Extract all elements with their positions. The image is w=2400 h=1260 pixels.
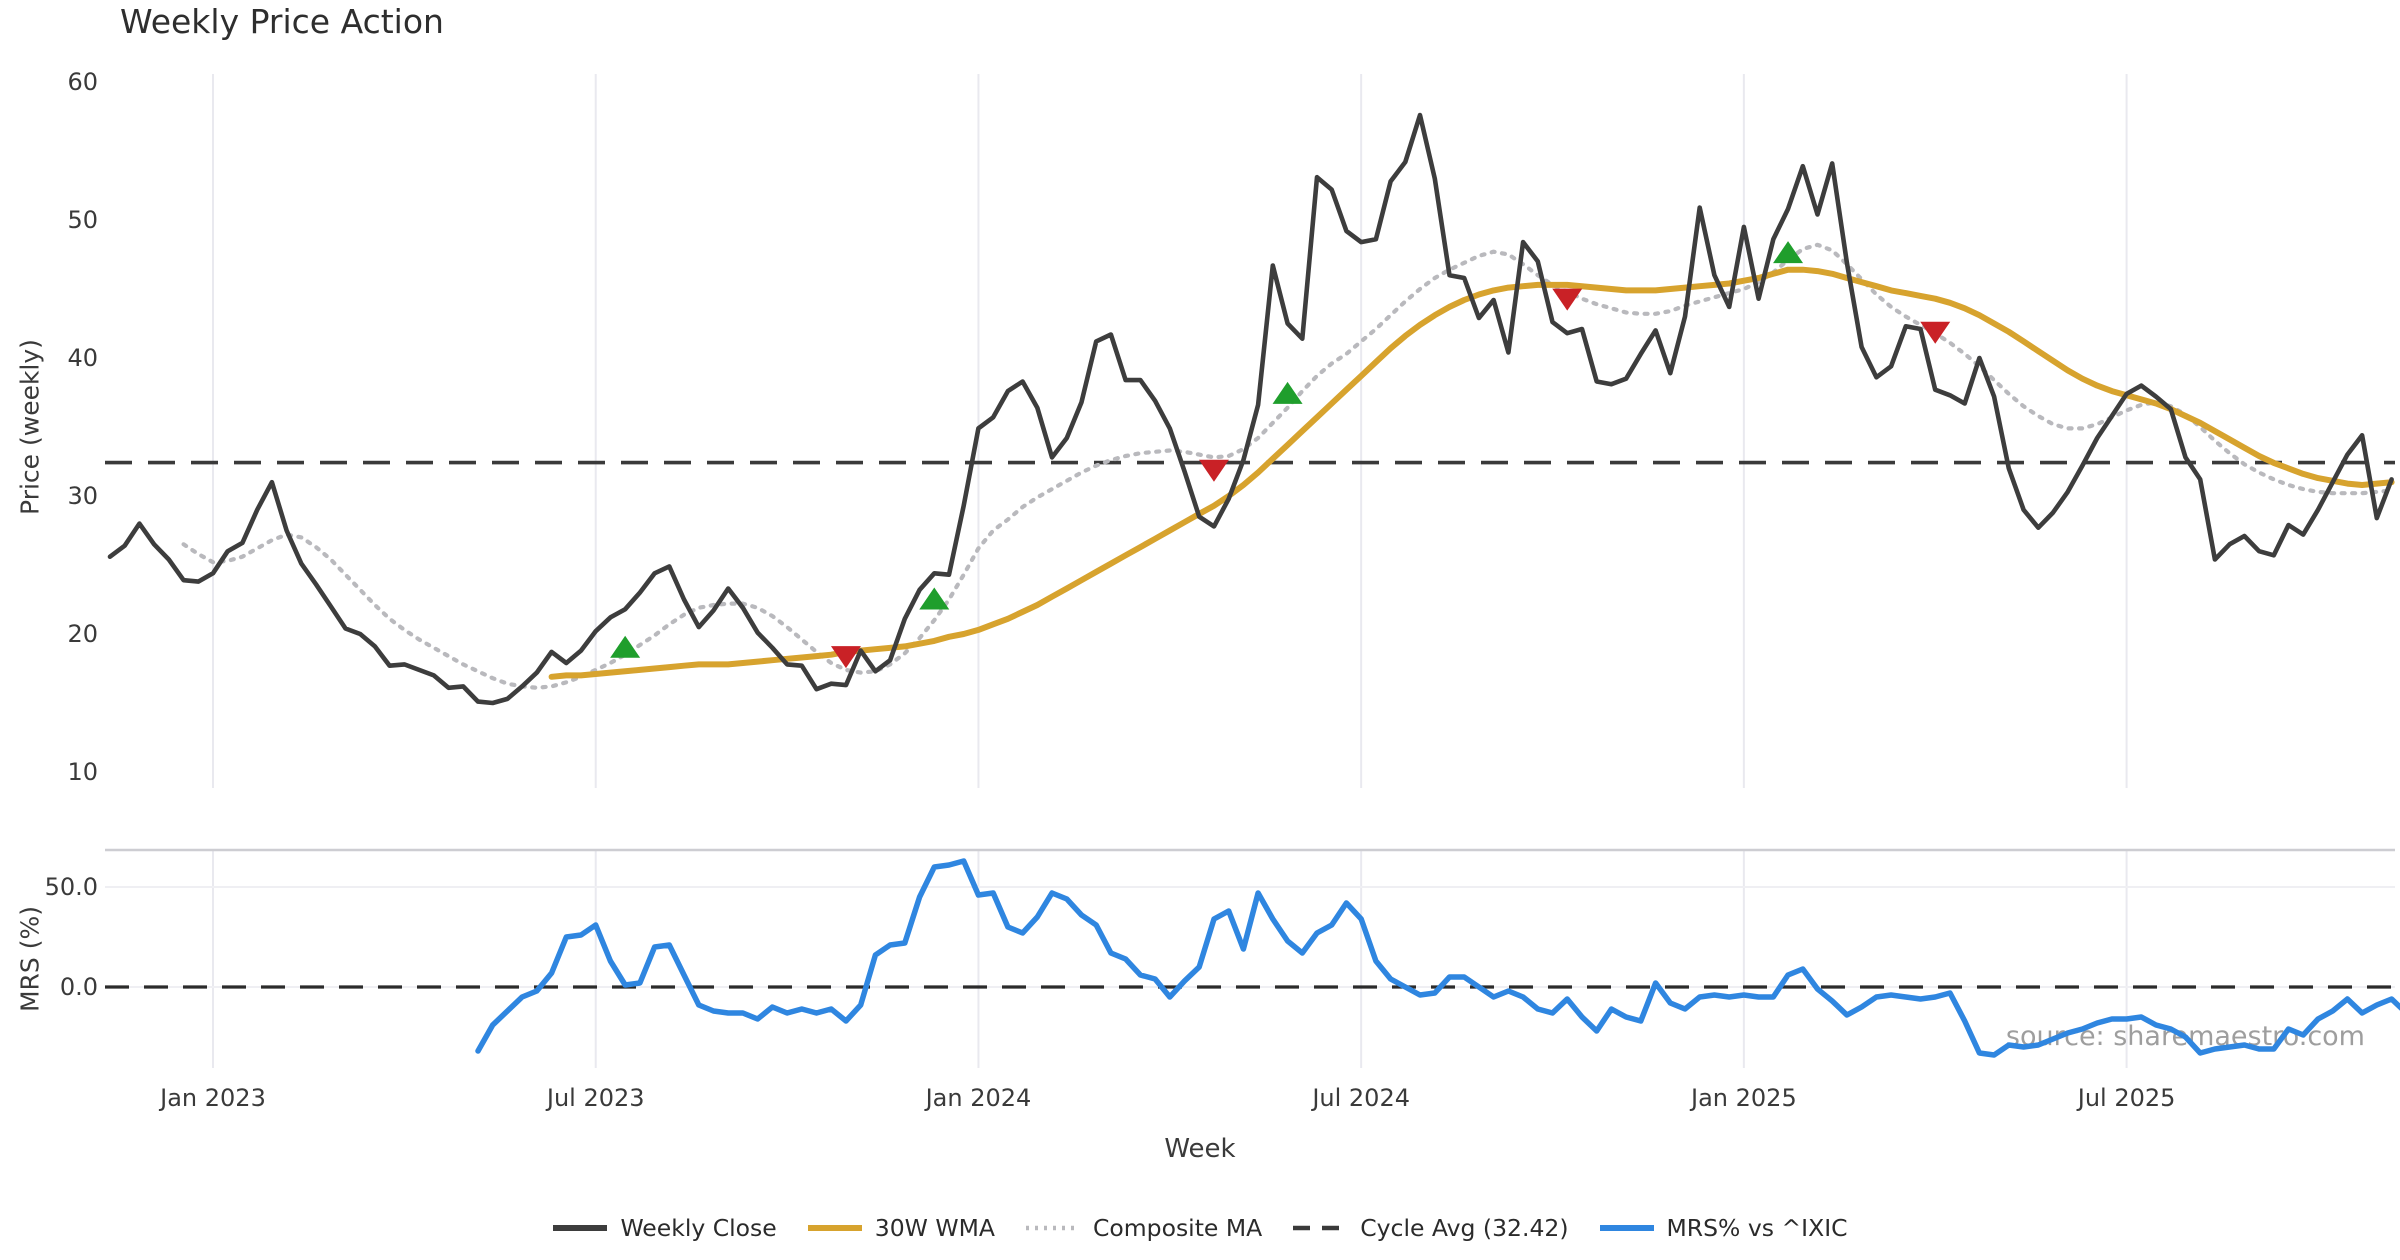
legend-label-cycle_avg: Cycle Avg (32.42): [1360, 1214, 1569, 1242]
sell-marker: [1198, 459, 1229, 482]
sell-marker: [830, 646, 861, 669]
buy-marker: [919, 587, 950, 610]
legend-label-mrs: MRS% vs ^IXIC: [1666, 1214, 1848, 1242]
page-title: Weekly Price Action: [120, 2, 444, 41]
price-y-tick-label: 20: [67, 620, 98, 648]
price-y-tick-label: 10: [67, 758, 98, 786]
legend-swatch-composite_ma: [1025, 1225, 1080, 1231]
series-weekly_close-line: [107, 112, 2394, 706]
tick-labels: 60 50 40 30 20 10 50.0 0.0 Jan 2023 Jul 2023 Jan 2…: [45, 68, 2176, 1112]
signal-markers: [610, 241, 1951, 669]
legend-swatch-cycle_avg: [1293, 1225, 1348, 1231]
price-y-tick-label: 50: [67, 206, 98, 234]
x-tick-label: Jul 2024: [1310, 1084, 1410, 1112]
mrs-y-tick-label: 0.0: [60, 973, 98, 1001]
legend-swatch-mrs: [1599, 1225, 1654, 1231]
price-y-tick-label: 40: [67, 344, 98, 372]
buy-marker: [1773, 241, 1804, 264]
x-tick-label: Jan 2023: [158, 1084, 266, 1112]
legend: Weekly Close 30W WMA Composite MA Cycle Avg…: [0, 1206, 2400, 1250]
legend-item-wma_30w: 30W WMA: [807, 1214, 995, 1242]
price-y-tick-label: 60: [67, 68, 98, 96]
legend-swatch-weekly_close: [553, 1225, 608, 1231]
series-wma_30w-line: [548, 266, 2395, 680]
legend-item-cycle_avg: Cycle Avg (32.42): [1292, 1214, 1569, 1242]
x-tick-label: Jul 2025: [2076, 1084, 2176, 1112]
buy-marker: [1272, 381, 1303, 404]
sell-marker: [1920, 321, 1951, 344]
series-composite_ma-line: [181, 242, 2394, 690]
x-tick-label: Jul 2023: [545, 1084, 645, 1112]
legend-swatch-wma_30w: [807, 1225, 862, 1231]
legend-item-composite_ma: Composite MA: [1025, 1214, 1262, 1242]
price-y-tick-label: 30: [67, 482, 98, 510]
mrs-y-tick-label: 50.0: [45, 873, 98, 901]
legend-label-weekly_close: Weekly Close: [620, 1214, 777, 1242]
legend-label-composite_ma: Composite MA: [1092, 1214, 1263, 1242]
legend-item-weekly_close: Weekly Close: [552, 1214, 777, 1242]
x-tick-label: Jan 2025: [1689, 1084, 1797, 1112]
buy-marker: [610, 635, 641, 658]
x-axis-label: Week: [1164, 1134, 1236, 1164]
series-mrs-line: [475, 858, 2400, 1058]
x-tick-label: Jan 2024: [924, 1084, 1032, 1112]
legend-label-wma_30w: 30W WMA: [874, 1214, 995, 1242]
legend-item-mrs: MRS% vs ^IXIC: [1599, 1214, 1848, 1242]
sell-marker: [1552, 288, 1583, 311]
